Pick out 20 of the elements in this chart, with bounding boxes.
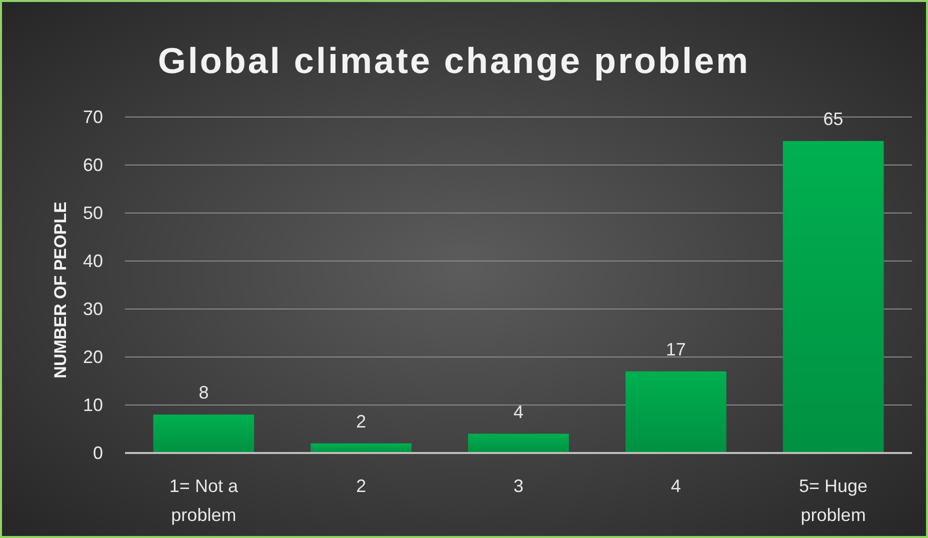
data-label: 2 [356,411,366,432]
y-tick-label: 30 [82,299,103,319]
x-tick-label: 1= Not a problem [169,476,239,525]
y-tick-label: 50 [82,203,103,223]
data-label: 4 [513,402,524,422]
x-tick-label: 2 [356,476,366,496]
x-tick-label: 3 [513,476,524,496]
data-label: 17 [666,339,686,360]
x-tick-label: 4 [670,476,681,496]
chart-title: Global climate change problem [158,40,750,81]
data-label: 8 [198,382,209,403]
y-tick-label: 20 [82,347,103,367]
y-tick-label: 10 [82,395,103,415]
y-axis-title: NUMBER OF PEOPLE [51,202,70,378]
y-tick-label: 0 [92,443,103,463]
y-tick-label: 70 [82,107,103,127]
data-label: 65 [823,109,844,129]
y-tick-label: 60 [82,155,103,175]
y-tick-label: 40 [82,251,103,271]
x-tick-label: 5= Huge problem [799,476,868,525]
